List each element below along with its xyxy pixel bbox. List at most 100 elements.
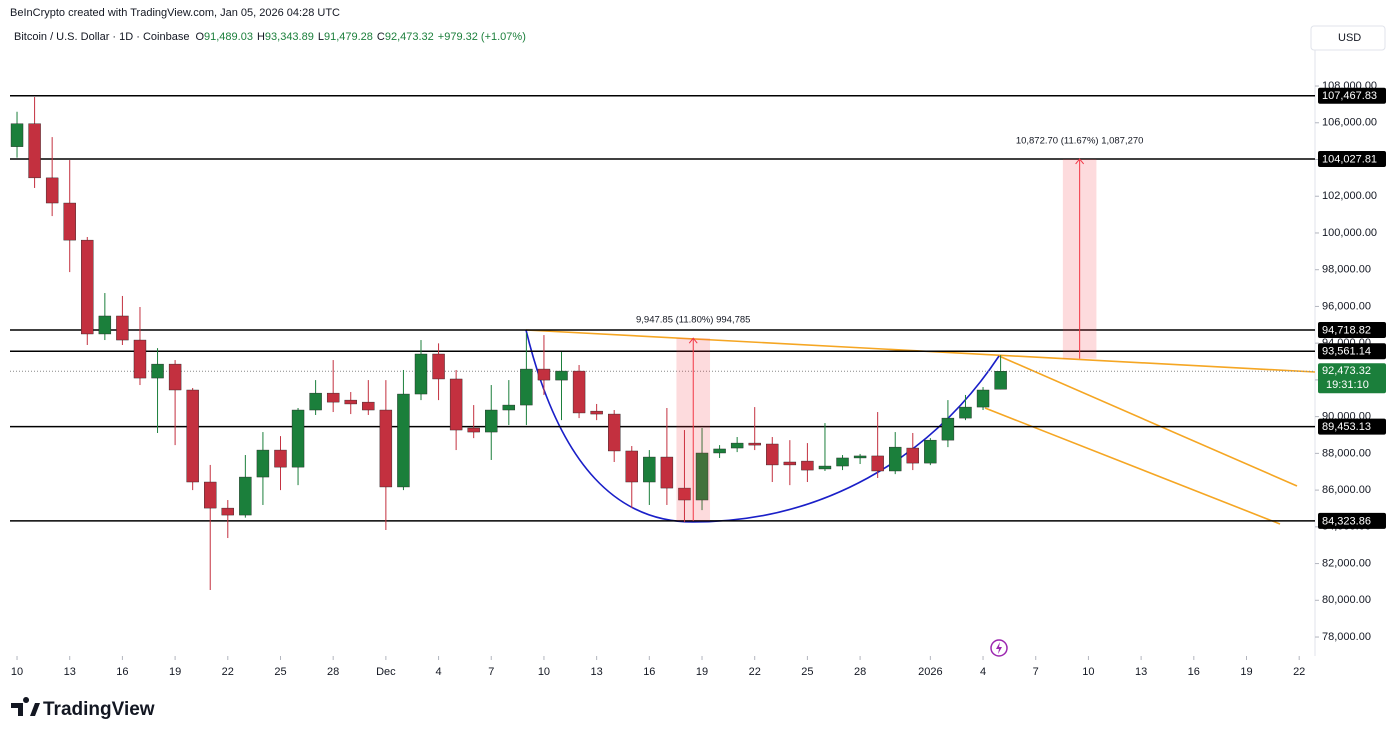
candle-body [362,401,375,411]
candle-body [45,177,59,204]
y-tick-label: 82,000.00 [1322,557,1371,569]
candle-body [326,392,340,403]
y-tick-label: 96,000.00 [1322,300,1371,312]
currency[interactable]: USD [1338,32,1361,44]
ohlc-value: 92,473.32 [385,31,434,43]
candle-body [344,399,357,405]
y-tick-label: 100,000.00 [1322,227,1377,239]
candle-body [63,202,76,241]
candle-body [291,409,305,468]
candle-body [836,457,849,467]
candle-body [959,406,972,419]
brand: TradingView [43,699,155,720]
ohlc-key: C [377,31,385,43]
x-tick-label: 28 [327,666,339,678]
y-tick-label: 80,000.00 [1322,594,1371,606]
countdown: 19:31:10 [1326,379,1369,391]
x-tick-label: 2026 [918,666,942,678]
cup-curve [525,329,1000,523]
candle-body [730,442,744,449]
x-tick-label: 13 [1135,666,1147,678]
candle-body [520,368,533,406]
trend-line [998,355,1298,487]
x-tick-label: 4 [435,666,441,678]
candle-body [467,427,480,433]
level-tag [1318,321,1386,338]
level-tag-label: 107,467.83 [1322,90,1377,102]
x-tick-label: 16 [643,666,655,678]
candle-body [10,123,24,147]
attribution: BeInCrypto created with TradingView.com,… [10,7,340,19]
y-tick-label: 78,000.00 [1322,631,1371,643]
candle-body [818,465,832,470]
ohlc-value: 91,489.03 [204,31,253,43]
measure-arrow [1075,158,1085,165]
candle-body [643,456,656,483]
candle-body [607,413,621,452]
x-tick-label: 10 [11,666,23,678]
x-tick-label: 19 [169,666,181,678]
candle-body [853,455,867,459]
ohlc-value: 93,343.89 [265,31,314,43]
candle-body [678,487,691,501]
x-tick-label: 4 [980,666,986,678]
icon-circle[interactable] [990,639,1008,657]
candle-body [502,404,516,411]
replay-icon[interactable] [990,639,1008,657]
icon-bolt[interactable] [996,642,1002,654]
level-tag-label: 89,453.13 [1322,421,1371,433]
logo-mark [11,697,40,716]
y-tick-label: 106,000.00 [1322,117,1377,129]
candle-body [695,452,709,501]
level-tag [1318,150,1386,167]
candle-body [309,392,322,411]
candle-body [414,353,428,395]
x-tick-label: 19 [1240,666,1252,678]
candle-body [485,409,498,433]
candle-body [801,460,814,471]
candle-body [204,481,217,509]
measure-label: 9,947.85 (11.80%) 994,785 [636,315,750,326]
logo: TradingView [11,697,155,720]
x-tick-label: 13 [64,666,76,678]
x-tick-label: 7 [1033,666,1039,678]
candle-body [186,389,199,483]
candle-body [151,363,164,379]
candle-body [537,368,551,381]
candle-body [783,461,797,466]
x-tick-label: 7 [488,666,494,678]
x-tick-label: 22 [749,666,761,678]
change: +979.32 (+1.07%) [438,31,526,43]
trend-line [984,407,1281,525]
candle-body [133,339,147,379]
level-tag-label: 104,027.81 [1322,153,1377,165]
level-tag-label: 94,718.82 [1322,324,1371,336]
candle-body [98,315,112,335]
candle-body [713,448,726,454]
symbol: Bitcoin / U.S. Dollar · 1D · Coinbase [14,31,189,43]
candle-body [889,446,902,472]
y-tick-label: 88,000.00 [1322,447,1371,459]
candle-body [748,442,761,446]
level-tag [1318,343,1386,360]
level-tag [1318,87,1386,104]
candle-body [572,370,586,414]
ohlc-key: O [195,31,204,43]
x-tick-label: 10 [538,666,550,678]
candle-body [116,315,129,341]
candle-body [168,363,182,391]
ohlc-key: L [318,31,324,43]
x-tick-label: Dec [376,666,396,678]
currency-box[interactable] [1310,25,1386,51]
candle-body [660,456,674,489]
y-tick-label: 98,000.00 [1322,264,1371,276]
candle-body [81,239,94,335]
candle-body [221,507,234,516]
y-tick-label: 86,000.00 [1322,484,1371,496]
symbol-header: Bitcoin / U.S. Dollar · 1D · Coinbase O91… [14,31,526,43]
x-tick-label: 25 [801,666,813,678]
candle-body [28,123,41,179]
level-tag-label: 93,561.14 [1322,346,1371,358]
candle-body [256,449,270,478]
